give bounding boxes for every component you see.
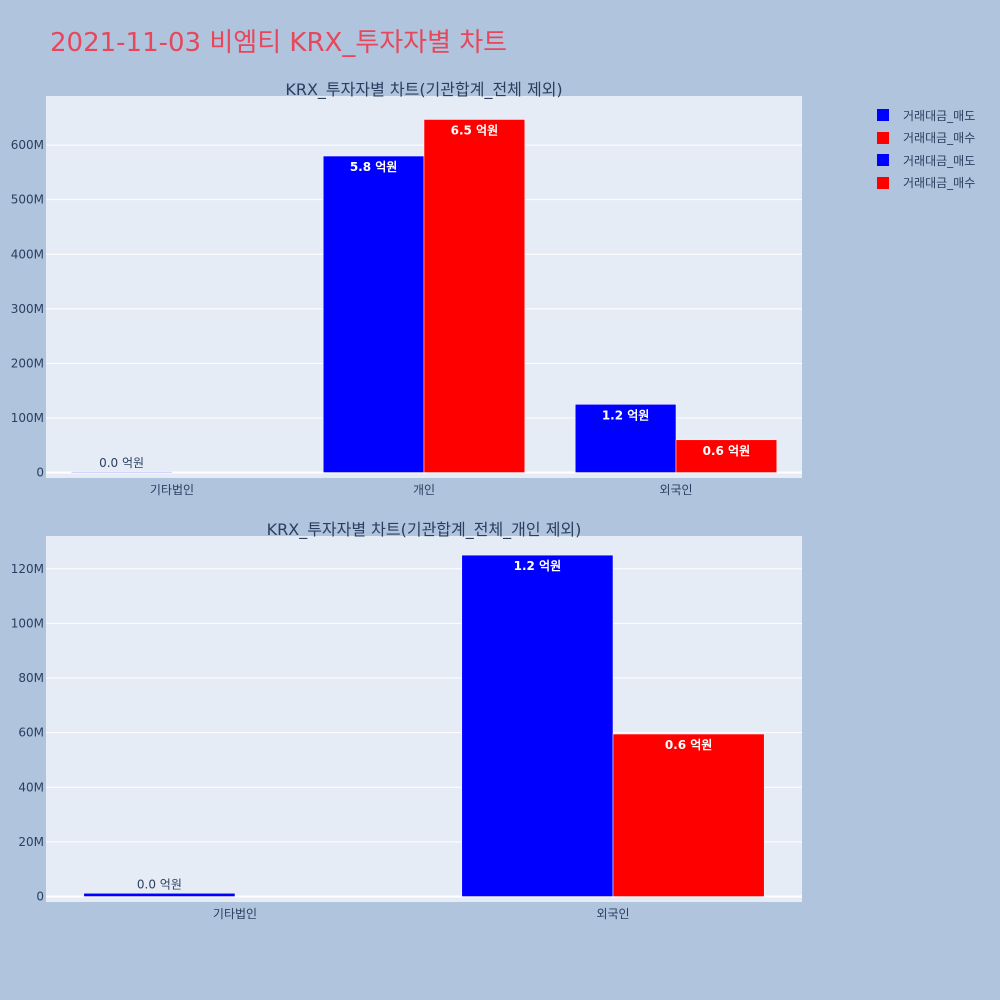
x-tick-label: 기타법인 <box>150 483 194 497</box>
data-label: 0.6 억원 <box>703 444 751 458</box>
data-label: 1.2 억원 <box>602 408 650 422</box>
data-label: 1.2 억원 <box>514 559 562 573</box>
x-tick-label: 기타법인 <box>213 907 257 921</box>
subplot-title: KRX_투자자별 차트(기관합계_전체_개인 제외) <box>267 520 582 540</box>
legend-label: 거래대금_매수 <box>903 176 976 191</box>
y-tick-label: 80M <box>18 671 44 685</box>
y-tick-label: 40M <box>18 780 44 794</box>
data-label: 5.8 억원 <box>350 160 398 174</box>
y-tick-label: 60M <box>18 726 44 740</box>
legend-item[interactable]: 거래대금_매수 <box>870 172 975 195</box>
legend-swatch <box>877 109 889 122</box>
y-tick-label: 600M <box>11 138 44 152</box>
legend-label: 거래대금_매도 <box>903 108 976 123</box>
legend-label: 거래대금_매도 <box>903 153 976 168</box>
y-tick-label: 100M <box>11 411 44 425</box>
y-tick-label: 500M <box>11 193 44 207</box>
page-title: 2021-11-03 비엠티 KRX_투자자별 차트 <box>50 28 508 58</box>
legend-swatch <box>877 176 889 189</box>
bar <box>70 471 173 473</box>
y-tick-label: 200M <box>11 356 44 370</box>
x-tick-label: 외국인 <box>659 483 692 497</box>
y-tick-label: 300M <box>11 302 44 316</box>
y-tick-label: 120M <box>11 562 44 576</box>
bar <box>461 554 614 897</box>
subplot-title: KRX_투자자별 차트(기관합계_전체 제외) <box>285 80 562 100</box>
x-tick-label: 개인 <box>413 483 435 497</box>
data-label: 0.6 억원 <box>665 738 713 752</box>
y-tick-label: 400M <box>11 247 44 261</box>
legend-item[interactable]: 거래대금_매수 <box>870 127 975 150</box>
bar <box>675 439 778 473</box>
y-tick-label: 0 <box>36 890 44 904</box>
legend-item[interactable]: 거래대금_매도 <box>870 104 975 127</box>
data-label: 6.5 억원 <box>451 123 499 137</box>
data-label: 0.0 억원 <box>137 877 182 891</box>
y-tick-label: 0 <box>36 466 44 480</box>
data-label: 0.0 억원 <box>99 456 144 470</box>
bar <box>423 119 526 473</box>
y-tick-label: 20M <box>18 835 44 849</box>
bar <box>322 155 425 473</box>
legend: 거래대금_매도 거래대금_매수 거래대금_매도 거래대금_매수 <box>870 104 975 194</box>
bar <box>574 404 677 473</box>
y-tick-label: 100M <box>11 616 44 630</box>
legend-swatch <box>877 154 889 167</box>
legend-item[interactable]: 거래대금_매도 <box>870 149 975 172</box>
legend-label: 거래대금_매수 <box>903 131 976 146</box>
bar <box>83 893 236 897</box>
x-tick-label: 외국인 <box>596 907 629 921</box>
bar <box>612 733 765 897</box>
legend-swatch <box>877 131 889 144</box>
